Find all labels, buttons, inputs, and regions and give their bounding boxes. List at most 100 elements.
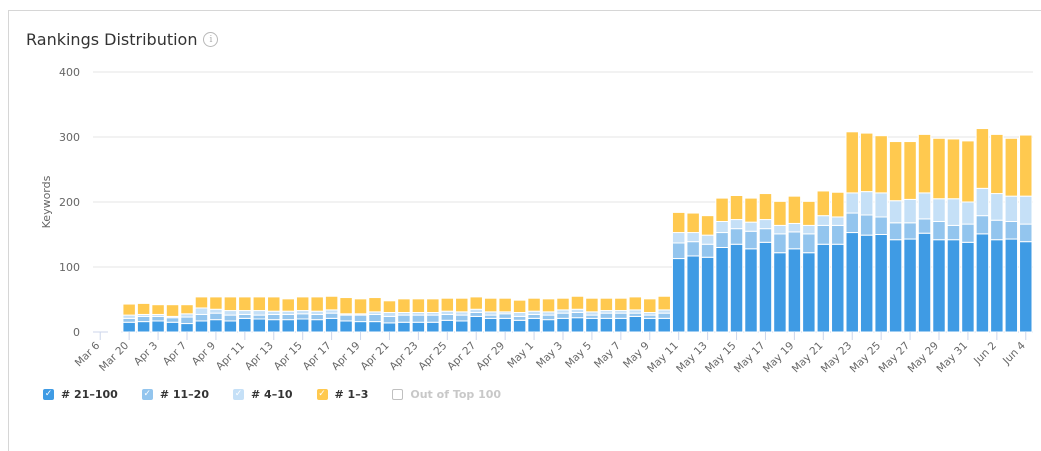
bar-segment[interactable] [252,318,267,333]
bar-segment[interactable] [700,215,715,236]
bar-segment[interactable] [541,298,556,313]
bar-segment[interactable] [556,312,570,319]
bar-segment[interactable] [729,243,744,333]
bar-segment[interactable] [455,320,469,333]
bar-segment[interactable] [151,304,165,315]
bar-segment[interactable] [194,296,209,309]
bar-segment[interactable] [831,243,845,333]
bar-segment[interactable] [874,192,888,218]
bar-segment[interactable] [686,212,700,234]
bar-segment[interactable] [382,300,397,313]
bar-segment[interactable] [975,128,990,189]
bar-segment[interactable] [180,323,194,333]
bar-segment[interactable] [917,218,932,234]
bar-segment[interactable] [787,248,802,333]
bar-segment[interactable] [990,193,1004,221]
bar-segment[interactable] [773,200,787,226]
bar-segment[interactable] [946,198,961,226]
bar-segment[interactable] [469,312,483,317]
bar-segment[interactable] [831,191,845,218]
bar-segment[interactable] [946,224,961,241]
bar-segment[interactable] [1019,241,1033,333]
bar-segment[interactable] [180,316,194,325]
bar-segment[interactable] [990,219,1004,241]
bar-segment[interactable] [859,234,874,333]
bar-segment[interactable] [281,298,295,312]
bar-segment[interactable] [122,303,136,316]
bar-segment[interactable] [700,256,715,333]
bar-segment[interactable] [816,190,831,217]
bar-segment[interactable] [888,239,903,333]
bar-segment[interactable] [324,312,339,319]
bar-segment[interactable] [744,197,758,223]
bar-segment[interactable] [194,320,209,333]
bar-segment[interactable] [874,135,888,194]
bar-segment[interactable] [758,193,773,221]
bar-segment[interactable] [267,319,281,333]
bar-segment[interactable] [483,317,498,333]
bar-segment[interactable] [975,233,990,333]
bar-segment[interactable] [845,212,859,234]
bar-segment[interactable] [614,297,628,312]
bar-segment[interactable] [498,317,512,333]
bar-segment[interactable] [961,223,975,243]
bar-segment[interactable] [700,234,715,245]
bar-segment[interactable] [382,322,397,333]
bar-segment[interactable] [223,314,238,322]
bar-segment[interactable] [628,296,643,311]
bar-segment[interactable] [426,314,440,323]
bar-segment[interactable] [324,295,339,311]
bar-segment[interactable] [295,296,310,312]
bar-segment[interactable] [252,310,267,316]
bar-segment[interactable] [223,310,238,316]
bar-segment[interactable] [165,304,180,317]
bar-segment[interactable] [1004,221,1019,240]
bar-segment[interactable] [671,242,686,260]
bar-segment[interactable] [932,221,946,241]
bar-segment[interactable] [483,297,498,313]
legend-item[interactable]: ✓ # 21–100 [43,388,118,401]
bar-segment[interactable] [151,315,165,322]
bar-segment[interactable] [831,224,845,245]
checkbox-checked-icon[interactable]: ✓ [233,389,244,400]
bar-segment[interactable] [180,304,194,315]
bar-segment[interactable] [397,298,411,314]
bar-segment[interactable] [238,317,252,333]
bar-segment[interactable] [715,232,729,249]
bar-segment[interactable] [136,302,151,315]
bar-segment[interactable] [614,312,628,319]
bar-segment[interactable] [990,239,1004,333]
bar-segment[interactable] [802,233,816,254]
bar-segment[interactable] [411,314,426,323]
legend-item[interactable]: ✓ # 4–10 [233,388,293,401]
bar-segment[interactable] [122,317,136,323]
bar-segment[interactable] [556,317,570,333]
bar-segment[interactable] [165,317,180,323]
bar-segment[interactable] [874,234,888,333]
bar-segment[interactable] [570,317,585,333]
checkbox-checked-icon[interactable]: ✓ [316,389,328,400]
bar-segment[interactable] [570,295,585,310]
bar-segment[interactable] [353,298,368,315]
bar-segment[interactable] [440,297,455,312]
bar-segment[interactable] [107,330,122,333]
bar-segment[interactable] [151,320,165,333]
bar-segment[interactable] [469,296,483,310]
bar-segment[interactable] [888,222,903,241]
bar-segment[interactable] [512,315,527,321]
bar-segment[interactable] [975,215,990,235]
bar-segment[interactable] [223,296,238,312]
bar-segment[interactable] [874,216,888,235]
bar-segment[interactable] [397,321,411,333]
bar-segment[interactable] [715,247,729,333]
bar-segment[interactable] [382,315,397,324]
checkbox-unchecked-icon[interactable] [392,389,404,400]
bar-segment[interactable] [657,295,671,311]
bar-segment[interactable] [671,211,686,234]
bar-segment[interactable] [426,321,440,333]
info-circle-icon[interactable]: i [203,32,219,47]
bar-segment[interactable] [729,219,744,230]
bar-segment[interactable] [368,321,382,333]
bar-segment[interactable] [585,297,599,313]
bar-segment[interactable] [1004,137,1019,197]
